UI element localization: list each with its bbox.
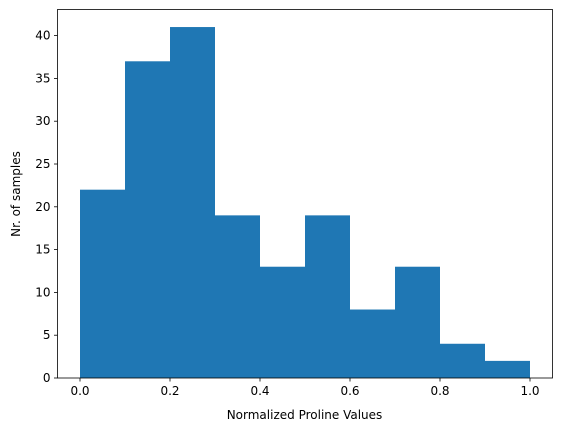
- bar: [395, 266, 440, 378]
- y-tick-label: 15: [35, 243, 50, 257]
- bar: [485, 360, 530, 378]
- y-tick-label: 30: [35, 114, 50, 128]
- x-tick-label: 0.2: [160, 384, 179, 398]
- x-tick-label: 1.0: [520, 384, 539, 398]
- bar: [260, 266, 305, 378]
- bar: [305, 215, 350, 378]
- bar: [80, 189, 125, 378]
- y-tick-label: 25: [35, 157, 50, 171]
- x-tick-label: 0.4: [250, 384, 269, 398]
- bar: [350, 309, 395, 378]
- y-axis-label: Nr. of samples: [9, 151, 23, 237]
- x-axis-label: Normalized Proline Values: [227, 408, 383, 422]
- bar: [440, 343, 485, 378]
- y-tick-label: 40: [35, 29, 50, 43]
- x-tick-label: 0.8: [430, 384, 449, 398]
- x-tick-label: 0.0: [70, 384, 89, 398]
- plot-frame: [57, 9, 553, 379]
- bar: [170, 27, 215, 379]
- y-tick-label: 0: [43, 371, 51, 385]
- y-tick-label: 35: [35, 71, 50, 85]
- bar: [125, 61, 170, 379]
- y-tick-label: 10: [35, 285, 50, 299]
- y-tick-label: 20: [35, 200, 50, 214]
- y-tick-label: 5: [43, 328, 51, 342]
- x-tick-label: 0.6: [340, 384, 359, 398]
- bar: [215, 215, 260, 378]
